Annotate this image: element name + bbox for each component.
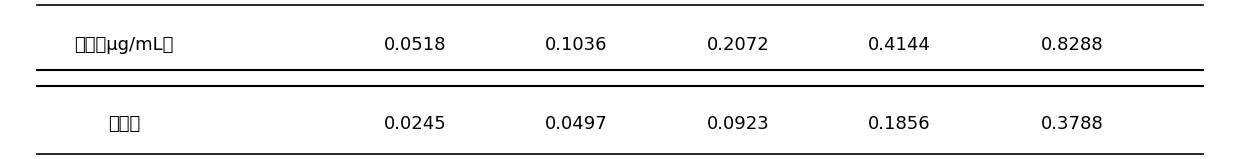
Text: 0.1856: 0.1856 [868, 115, 930, 133]
Text: 0.1036: 0.1036 [546, 35, 608, 54]
Text: 0.0245: 0.0245 [384, 115, 446, 133]
Text: 0.0518: 0.0518 [384, 35, 446, 54]
Text: 0.0923: 0.0923 [707, 115, 769, 133]
Text: 0.8288: 0.8288 [1042, 35, 1104, 54]
Text: 峰面积: 峰面积 [108, 115, 140, 133]
Text: 0.3788: 0.3788 [1042, 115, 1104, 133]
Text: 浓度（μg/mL）: 浓度（μg/mL） [74, 35, 174, 54]
Text: 0.2072: 0.2072 [707, 35, 769, 54]
Text: 0.0497: 0.0497 [546, 115, 608, 133]
Text: 0.4144: 0.4144 [868, 35, 930, 54]
